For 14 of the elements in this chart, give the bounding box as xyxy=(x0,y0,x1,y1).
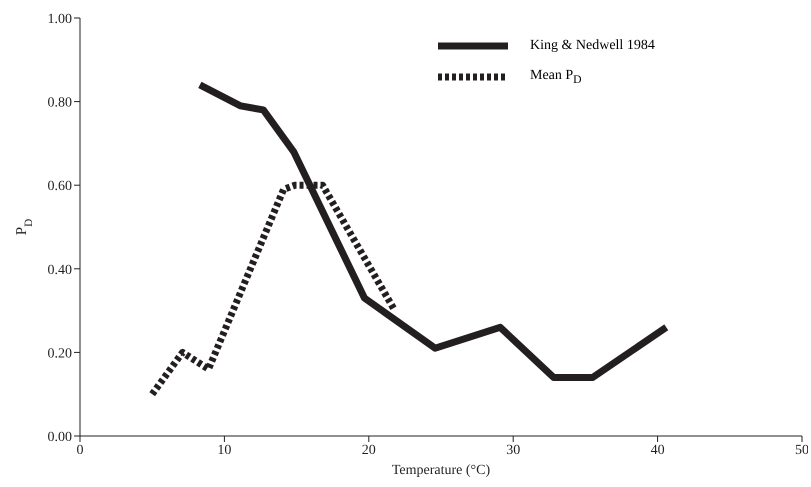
x-tick-label: 0 xyxy=(76,442,84,458)
x-tick-label: 40 xyxy=(650,442,665,458)
y-tick-label: 1.00 xyxy=(48,12,72,27)
legend-label: Mean P$_{D}$ xyxy=(530,68,582,86)
x-tick-label: 10 xyxy=(217,442,232,458)
y-tick-label: 0.80 xyxy=(48,96,72,111)
y-tick-label: 0.00 xyxy=(48,430,72,445)
x-tick-label: 30 xyxy=(506,442,520,458)
y-tick-label: 0.20 xyxy=(48,346,72,362)
y-tick-label: 0.40 xyxy=(48,262,72,278)
x-axis-title: Temperature (°C) xyxy=(392,463,490,478)
y-tick-label: 0.60 xyxy=(48,179,72,194)
legend-label: King & Nedwell 1984 xyxy=(530,38,655,54)
x-tick-label: 20 xyxy=(362,442,376,458)
